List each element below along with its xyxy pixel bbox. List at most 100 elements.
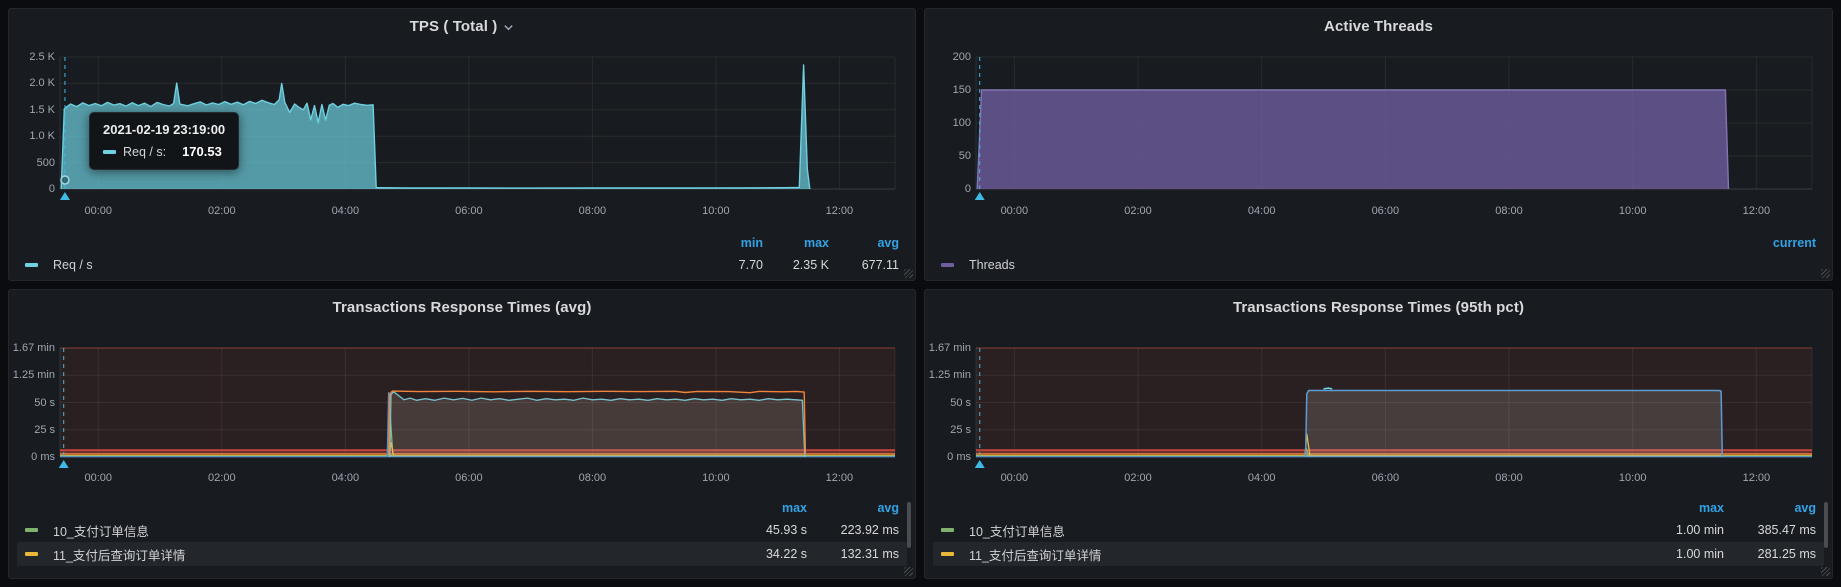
chart-svg [974, 56, 1813, 200]
y-axis-label: 25 s [34, 423, 55, 436]
x-axis-label: 08:00 [1495, 472, 1523, 484]
tooltip-series-row: Req / s: 170.53 [103, 144, 225, 159]
x-axis-label: 00:00 [1000, 472, 1029, 484]
series-block-cyan [389, 390, 806, 458]
x-axis-label: 00:00 [84, 205, 113, 217]
legend-value-max: 2.35 K [792, 258, 829, 272]
panel-title[interactable]: Active Threads [1324, 17, 1433, 35]
legend: min max avg Req / s 7.70 2.35 K 677.11 [17, 233, 907, 277]
y-axis-label: 1.25 min [928, 369, 971, 382]
panel-resize-handle[interactable] [904, 567, 913, 576]
legend-value-max: 1.00 min [1676, 523, 1724, 537]
legend-value-max: 1.00 min [1676, 547, 1724, 561]
crosshair-marker-triangle [974, 192, 985, 200]
x-axis-label: 10:00 [702, 472, 730, 484]
series-color-swatch [103, 149, 116, 154]
active-threads-chart-plot[interactable] [925, 9, 1832, 280]
x-axis-label: 06:00 [455, 472, 483, 484]
x-axis-label: 02:00 [208, 205, 236, 217]
y-axis-label: 50 s [950, 396, 971, 409]
legend-scrollbar[interactable] [1824, 502, 1828, 548]
y-axis-label: 0 [48, 183, 55, 195]
y-axis-label: 25 s [950, 423, 971, 436]
y-axis-label: 50 [958, 150, 971, 162]
legend-series-toggle[interactable]: 11_支付后查询订单详情 [941, 545, 1634, 564]
response-times-95pct-chart-plot[interactable] [925, 290, 1832, 578]
legend-header-max[interactable]: max [781, 501, 807, 515]
series-color-swatch [941, 552, 954, 556]
y-axis-label: 1.5 K [29, 103, 55, 116]
series-block-blue [1304, 389, 1724, 458]
panel-active-threads: Active Threads current Threads 200 150 100… [924, 8, 1833, 281]
y-axis-label: 2.0 K [29, 77, 55, 90]
panel-header[interactable]: Active Threads [925, 13, 1832, 39]
x-axis-label: 02:00 [1124, 472, 1152, 484]
graph-tooltip: 2021-02-19 23:19:00 Req / s: 170.53 [89, 112, 240, 170]
panel-title[interactable]: Transactions Response Times (95th pct) [1232, 298, 1525, 316]
legend-header-max[interactable]: max [803, 236, 829, 250]
series-block-orange [387, 390, 807, 454]
series-color-swatch [941, 528, 954, 532]
legend-value-max: 45.93 s [765, 523, 807, 537]
panel-resize-handle[interactable] [1821, 567, 1830, 576]
x-axis-label: 10:00 [702, 205, 730, 217]
x-axis-label: 06:00 [455, 205, 483, 217]
legend: current Threads [933, 233, 1824, 277]
x-axis-label: 08:00 [578, 472, 607, 484]
y-axis-label: 1.25 min [12, 369, 55, 382]
legend-header-current[interactable]: current [1772, 236, 1816, 250]
legend-series-toggle[interactable]: 10_支付订单信息 [941, 521, 1634, 540]
tooltip-series-label: Req / s: [123, 144, 167, 159]
panel-title[interactable]: Transactions Response Times (avg) [332, 298, 592, 316]
x-axis-label: 04:00 [331, 472, 360, 484]
panel-header[interactable]: Transactions Response Times (avg) [9, 294, 915, 320]
y-axis-label: 1.67 min [12, 342, 55, 354]
legend-header-avg[interactable]: avg [1794, 501, 1816, 515]
legend-header-row: max avg [933, 498, 1824, 518]
legend: max avg 10_支付订单信息 1.00 min 385.47 ms 11_… [933, 498, 1824, 566]
chevron-down-icon[interactable] [503, 22, 514, 33]
tooltip-timestamp: 2021-02-19 23:19:00 [103, 122, 226, 137]
y-axis-label: 2.5 K [29, 51, 55, 63]
y-axis-label: 1.0 K [29, 130, 55, 143]
x-axis-label: 02:00 [208, 472, 236, 484]
crosshair-point [60, 175, 70, 185]
legend-series-toggle[interactable]: Threads [941, 258, 1736, 272]
x-axis-label: 12:00 [825, 205, 854, 217]
legend-series-toggle[interactable]: Req / s [25, 258, 697, 272]
y-axis-label: 500 [36, 156, 55, 169]
legend-header-avg[interactable]: avg [877, 501, 899, 515]
legend-header-min[interactable]: min [740, 236, 763, 250]
series-Req / s [60, 64, 811, 190]
series-color-swatch [941, 263, 954, 267]
panel-header[interactable]: Transactions Response Times (95th pct) [925, 294, 1832, 320]
response-times-avg-chart-plot[interactable] [9, 290, 915, 578]
legend-series-toggle[interactable]: 10_支付订单信息 [25, 521, 717, 540]
y-axis-label: 100 [952, 117, 971, 129]
legend-series-toggle[interactable]: 11_支付后查询订单详情 [25, 545, 717, 564]
tooltip-series-value: 170.53 [182, 144, 222, 159]
panel-title[interactable]: TPS ( Total ) [409, 17, 498, 35]
panel-resize-handle[interactable] [1821, 269, 1830, 278]
legend-header-avg[interactable]: avg [877, 236, 899, 250]
chart-svg [58, 347, 896, 468]
y-axis-label: 0 ms [31, 451, 55, 463]
crosshair-marker-triangle [59, 192, 70, 200]
panel-response-times-95pct: Transactions Response Times (95th pct) m… [924, 289, 1833, 579]
x-axis-label: 12:00 [825, 472, 854, 484]
legend-scrollbar[interactable] [907, 502, 911, 548]
y-axis-label: 150 [952, 84, 971, 96]
panel-header[interactable]: TPS ( Total ) [9, 13, 915, 39]
legend-header-max[interactable]: max [1698, 501, 1724, 515]
legend-value-max: 34.22 s [765, 547, 807, 561]
series-color-swatch [25, 528, 38, 532]
x-axis-label: 12:00 [1742, 205, 1771, 217]
panel-resize-handle[interactable] [904, 269, 913, 278]
legend-value-avg: 677.11 [861, 258, 899, 272]
legend-value-avg: 385.47 ms [1757, 523, 1816, 537]
panel-response-times-avg: Transactions Response Times (avg) max av… [8, 289, 916, 579]
x-axis-label: 10:00 [1618, 472, 1647, 484]
legend-row: 11_支付后查询订单详情 34.22 s 132.31 ms [17, 542, 907, 566]
legend-row: Req / s 7.70 2.35 K 677.11 [17, 253, 907, 277]
tps-chart-plot[interactable] [9, 9, 915, 280]
